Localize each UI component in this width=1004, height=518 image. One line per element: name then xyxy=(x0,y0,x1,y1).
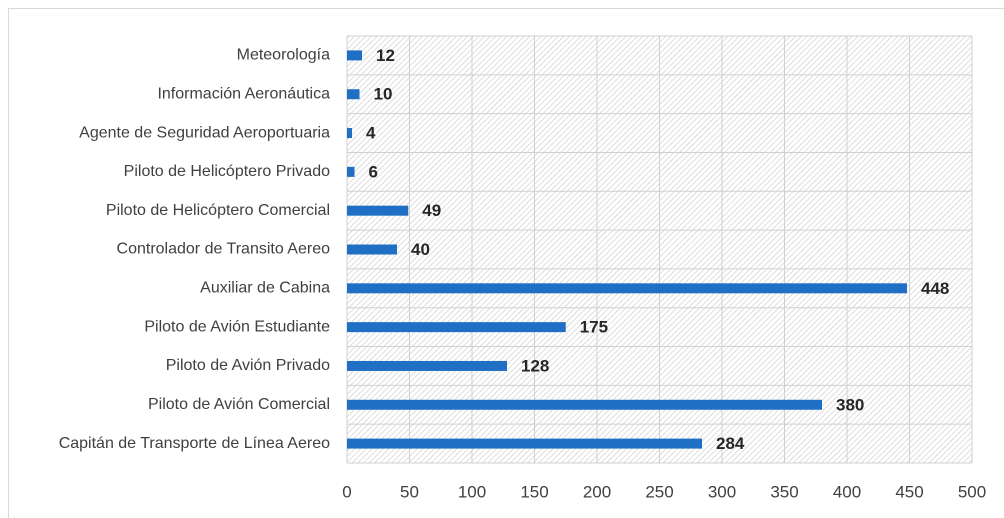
y-tick-label: Piloto de Helicóptero Privado xyxy=(124,163,330,180)
value-label: 6 xyxy=(369,162,378,181)
y-tick-label: Piloto de Avión Comercial xyxy=(148,396,330,413)
frame xyxy=(8,8,1004,518)
value-label: 380 xyxy=(836,395,864,414)
y-tick-label: Auxiliar de Cabina xyxy=(200,280,330,297)
value-label: 448 xyxy=(921,279,949,298)
y-tick-label: Información Aeronáutica xyxy=(157,85,330,102)
bar xyxy=(347,438,702,449)
bar xyxy=(347,244,397,255)
x-tick-label: 200 xyxy=(583,482,611,501)
x-tick-label: 400 xyxy=(833,482,861,501)
bar xyxy=(347,283,907,294)
x-tick-label: 350 xyxy=(770,482,798,501)
value-label: 4 xyxy=(366,124,376,143)
y-tick-label: Piloto de Avión Estudiante xyxy=(144,318,330,335)
y-tick-label: Piloto de Helicóptero Comercial xyxy=(106,202,330,219)
value-label: 175 xyxy=(580,318,608,337)
y-tick-label: Piloto de Avión Privado xyxy=(166,357,330,374)
bar xyxy=(347,205,409,216)
value-label: 10 xyxy=(374,85,393,104)
bar xyxy=(347,89,360,100)
y-tick-label: Capitán de Transporte de Línea Aereo xyxy=(59,435,330,452)
value-label: 284 xyxy=(716,434,745,453)
y-tick-label: Meteorología xyxy=(237,47,330,64)
bar xyxy=(347,50,362,61)
y-tick-label: Controlador de Transito Aereo xyxy=(117,241,331,258)
x-tick-label: 100 xyxy=(458,482,486,501)
x-tick-label: 0 xyxy=(342,482,351,501)
value-label: 12 xyxy=(376,46,395,65)
x-tick-label: 150 xyxy=(520,482,548,501)
x-tick-label: 50 xyxy=(400,482,419,501)
x-tick-label: 300 xyxy=(708,482,736,501)
value-label: 128 xyxy=(521,356,549,375)
value-label: 40 xyxy=(411,240,430,259)
bar xyxy=(347,166,355,177)
x-tick-label: 500 xyxy=(958,482,986,501)
bar xyxy=(347,322,566,333)
bar xyxy=(347,360,507,371)
value-label: 49 xyxy=(422,201,441,220)
bar xyxy=(347,128,352,139)
bar xyxy=(347,399,822,410)
y-tick-label: Agente de Seguridad Aeroportuaria xyxy=(79,124,330,141)
x-tick-label: 450 xyxy=(895,482,923,501)
x-tick-label: 250 xyxy=(645,482,673,501)
